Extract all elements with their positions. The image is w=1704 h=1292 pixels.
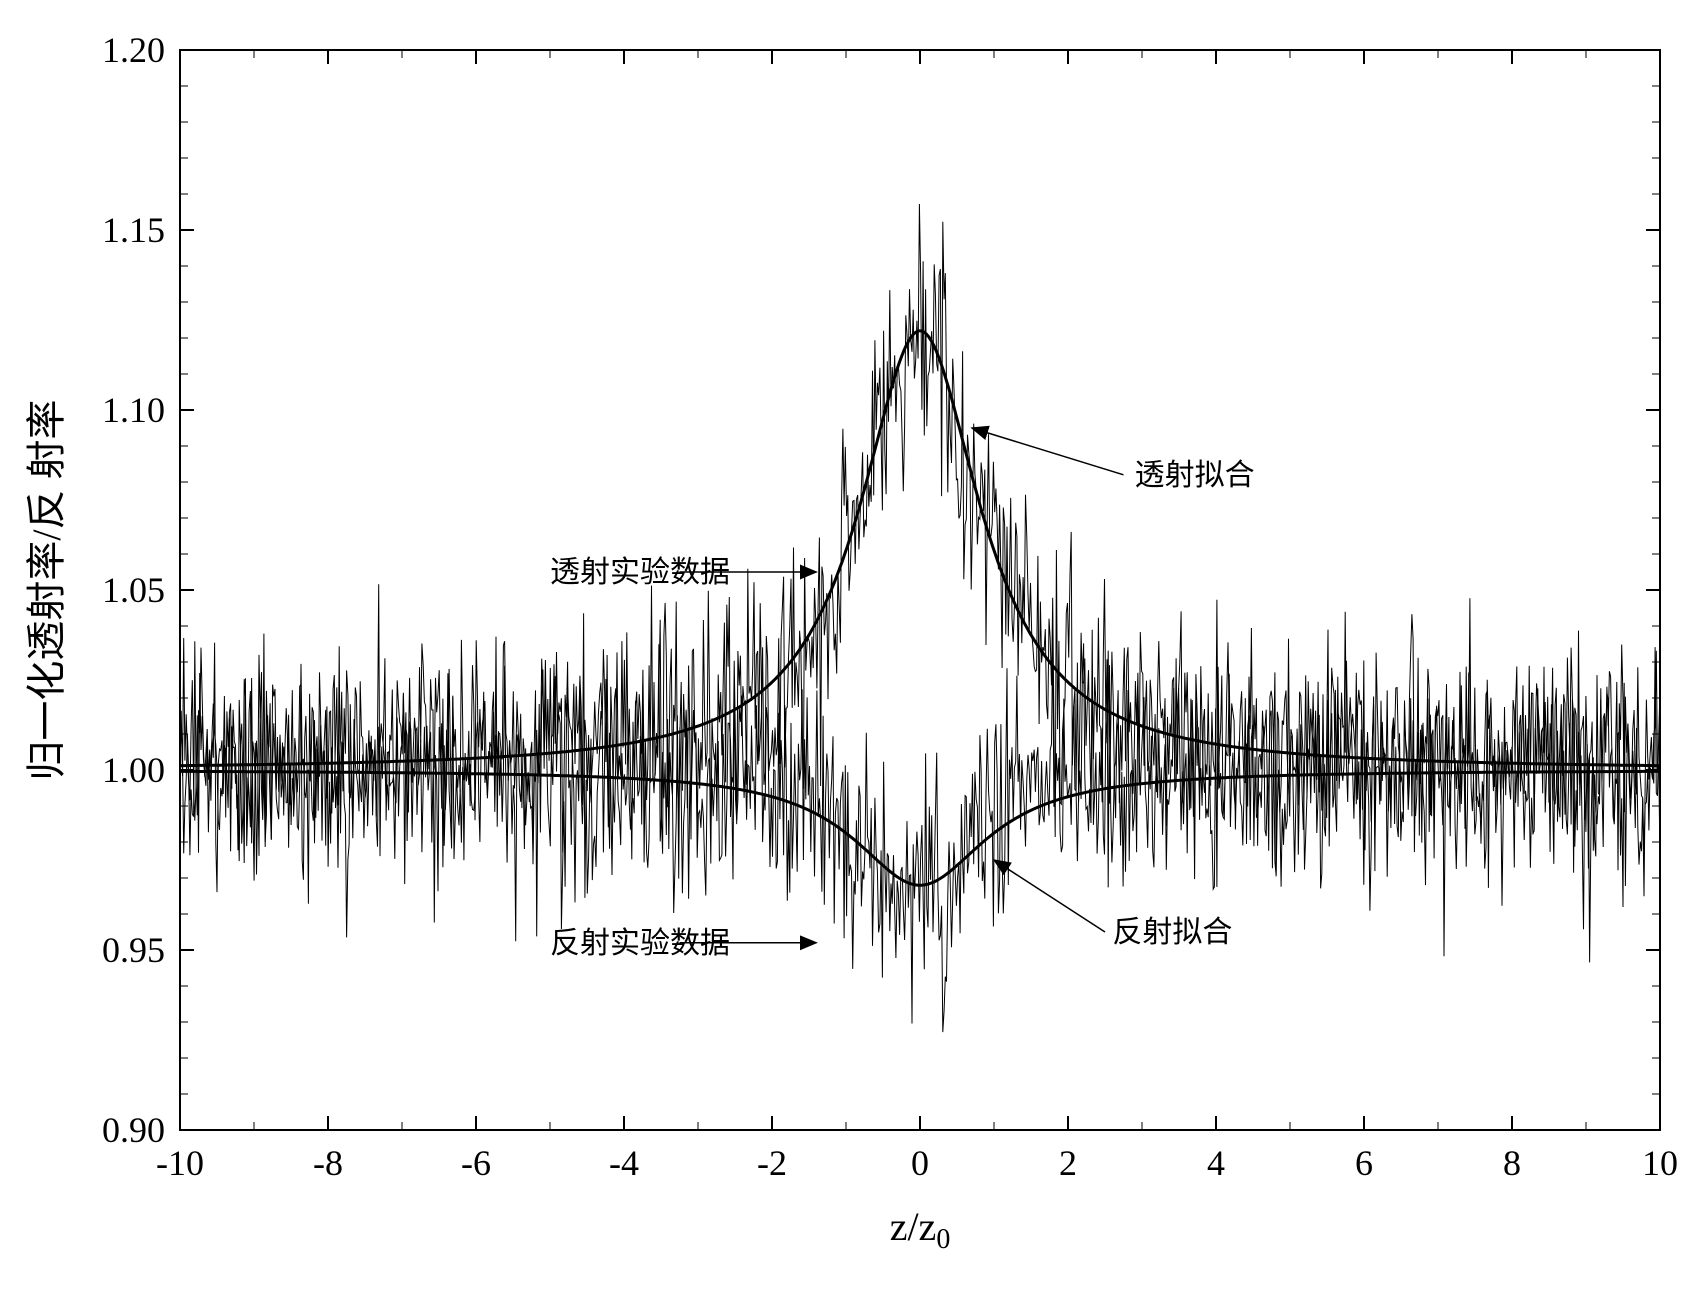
- svg-text:0: 0: [911, 1143, 929, 1183]
- svg-text:10: 10: [1642, 1143, 1678, 1183]
- svg-text:1.00: 1.00: [102, 750, 165, 790]
- svg-text:0.95: 0.95: [102, 930, 165, 970]
- svg-text:反射拟合: 反射拟合: [1112, 916, 1232, 949]
- svg-text:4: 4: [1207, 1143, 1225, 1183]
- svg-text:1.15: 1.15: [102, 210, 165, 250]
- svg-text:2: 2: [1059, 1143, 1077, 1183]
- svg-text:1.20: 1.20: [102, 30, 165, 70]
- svg-text:6: 6: [1355, 1143, 1373, 1183]
- svg-text:-2: -2: [757, 1143, 787, 1183]
- svg-text:1.10: 1.10: [102, 390, 165, 430]
- svg-text:8: 8: [1503, 1143, 1521, 1183]
- svg-text:透射拟合: 透射拟合: [1135, 459, 1255, 492]
- chart-svg: -10-8-6-4-202468100.900.951.001.051.101.…: [0, 0, 1704, 1292]
- svg-text:-6: -6: [461, 1143, 491, 1183]
- svg-text:0.90: 0.90: [102, 1110, 165, 1150]
- svg-text:-4: -4: [609, 1143, 639, 1183]
- chart-container: -10-8-6-4-202468100.900.951.001.051.101.…: [0, 0, 1704, 1292]
- svg-text:归一化透射率/反 射率: 归一化透射率/反 射率: [24, 399, 69, 780]
- svg-text:1.05: 1.05: [102, 570, 165, 610]
- svg-text:-8: -8: [313, 1143, 343, 1183]
